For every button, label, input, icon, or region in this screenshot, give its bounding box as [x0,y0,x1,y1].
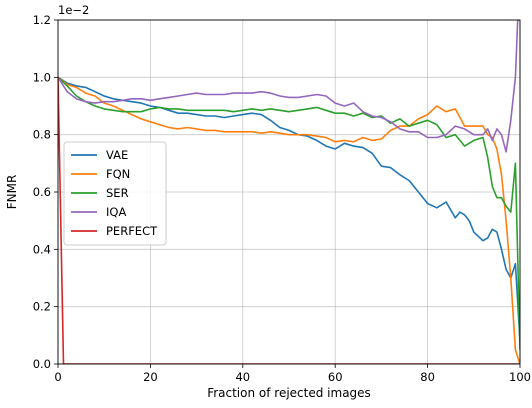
y-tick-label: 0.4 [33,242,51,256]
series-line-ser [58,76,520,350]
series-lines [58,20,520,364]
x-tick-label: 20 [143,370,158,384]
legend-entry-label: IQA [106,205,126,219]
y-tick-label: 1.0 [33,70,51,84]
series-line-iqa [58,20,520,153]
legend-entry-label: FQN [106,167,130,181]
y-tick-label: 1.2 [33,13,51,27]
legend-box [63,141,167,246]
y-tick-label: 0.8 [33,128,51,142]
legend: VAE FQN SER IQA PERFECT [63,141,167,246]
y-axis-label: FNMR [5,175,19,210]
x-tick-label: 40 [235,370,250,384]
series-line-fqn [58,76,520,364]
series-line-vae [58,76,520,342]
legend-entry-label: SER [106,186,129,200]
x-tick-label: 60 [328,370,343,384]
y-tick-label: 0.2 [33,300,51,314]
x-tick-label: 0 [54,370,61,384]
x-axis-label: Fraction of rejected images [207,386,371,400]
x-tick-label: 80 [420,370,435,384]
legend-entry-label: PERFECT [106,224,158,238]
y-tick-label: 0.0 [33,357,51,371]
legend-entry-label: VAE [106,148,128,162]
series-line-perfect [58,77,520,364]
y-scale-multiplier: 1e−2 [58,3,89,17]
y-tick-label: 0.6 [33,185,51,199]
axis-ticks: 0 20 40 60 80 100 0.0 0.2 0.4 0.6 0.8 1.0 1.2 [33,13,531,384]
x-tick-label: 100 [509,370,531,384]
